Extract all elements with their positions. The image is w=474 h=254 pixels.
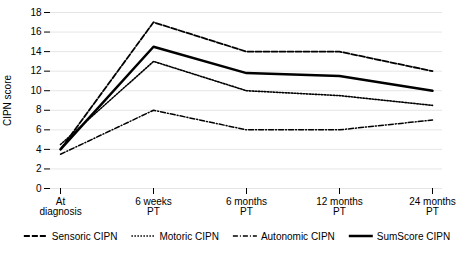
svg-text:Atdiagnosis: Atdiagnosis <box>39 196 81 217</box>
svg-text:CIPN score: CIPN score <box>2 75 13 127</box>
svg-text:SumScore CIPN: SumScore CIPN <box>377 231 450 242</box>
svg-text:12: 12 <box>30 65 42 76</box>
svg-text:Autonomic CIPN: Autonomic CIPN <box>261 231 335 242</box>
svg-text:8: 8 <box>36 104 42 115</box>
svg-text:Sensoric CIPN: Sensoric CIPN <box>52 231 118 242</box>
svg-text:18: 18 <box>30 7 42 18</box>
svg-text:12 monthsPT: 12 monthsPT <box>316 196 363 217</box>
svg-text:6 monthsPT: 6 monthsPT <box>226 196 267 217</box>
svg-text:10: 10 <box>30 85 42 96</box>
svg-text:4: 4 <box>36 144 42 155</box>
svg-text:14: 14 <box>30 46 42 57</box>
svg-text:6: 6 <box>36 124 42 135</box>
svg-text:16: 16 <box>30 26 42 37</box>
svg-text:24 monthsPT: 24 monthsPT <box>409 196 456 217</box>
svg-text:6 weeksPT: 6 weeksPT <box>135 196 172 217</box>
svg-text:Motoric CIPN: Motoric CIPN <box>159 231 218 242</box>
svg-text:0: 0 <box>36 183 42 194</box>
svg-text:2: 2 <box>36 163 42 174</box>
